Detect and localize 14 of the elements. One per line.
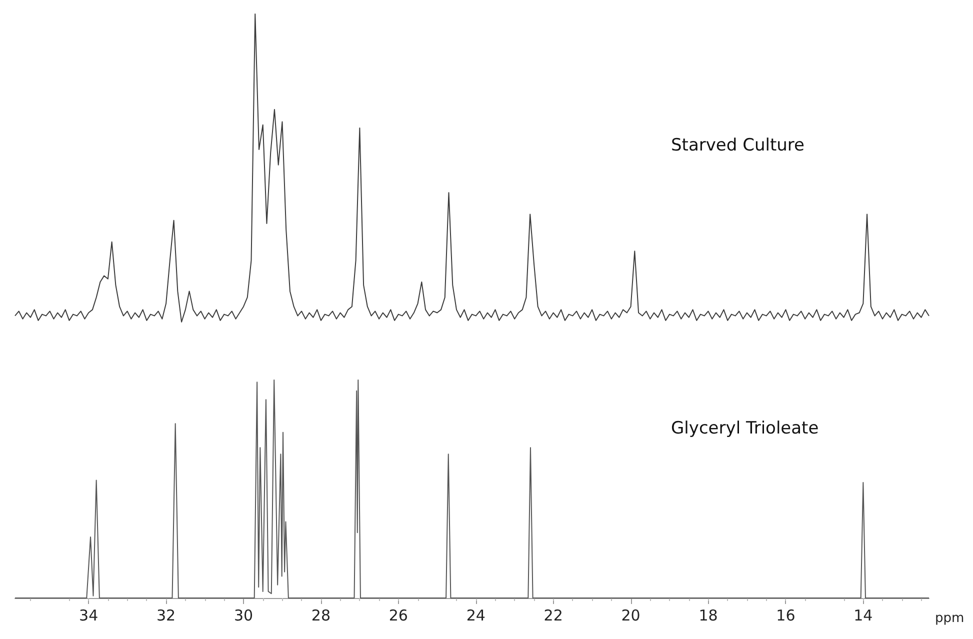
x-tick-label: 30 bbox=[234, 606, 254, 624]
text: Starved Culture bbox=[671, 136, 804, 156]
x-tick-label: 18 bbox=[698, 606, 718, 624]
x-tick-label: 20 bbox=[621, 606, 640, 624]
x-tick-label: 22 bbox=[544, 606, 563, 624]
x-tick-label: 34 bbox=[79, 606, 98, 624]
x-tick-label: 14 bbox=[854, 606, 873, 624]
x-axis-title: ppm bbox=[935, 611, 964, 626]
x-tick-label: 32 bbox=[156, 606, 176, 624]
x-tick-label: 28 bbox=[311, 606, 331, 624]
x-tick-label: 24 bbox=[466, 606, 486, 624]
text: Glyceryl Trioleate bbox=[671, 418, 819, 438]
x-tick-label: 16 bbox=[776, 606, 796, 624]
x-tick-label: 26 bbox=[388, 606, 408, 624]
